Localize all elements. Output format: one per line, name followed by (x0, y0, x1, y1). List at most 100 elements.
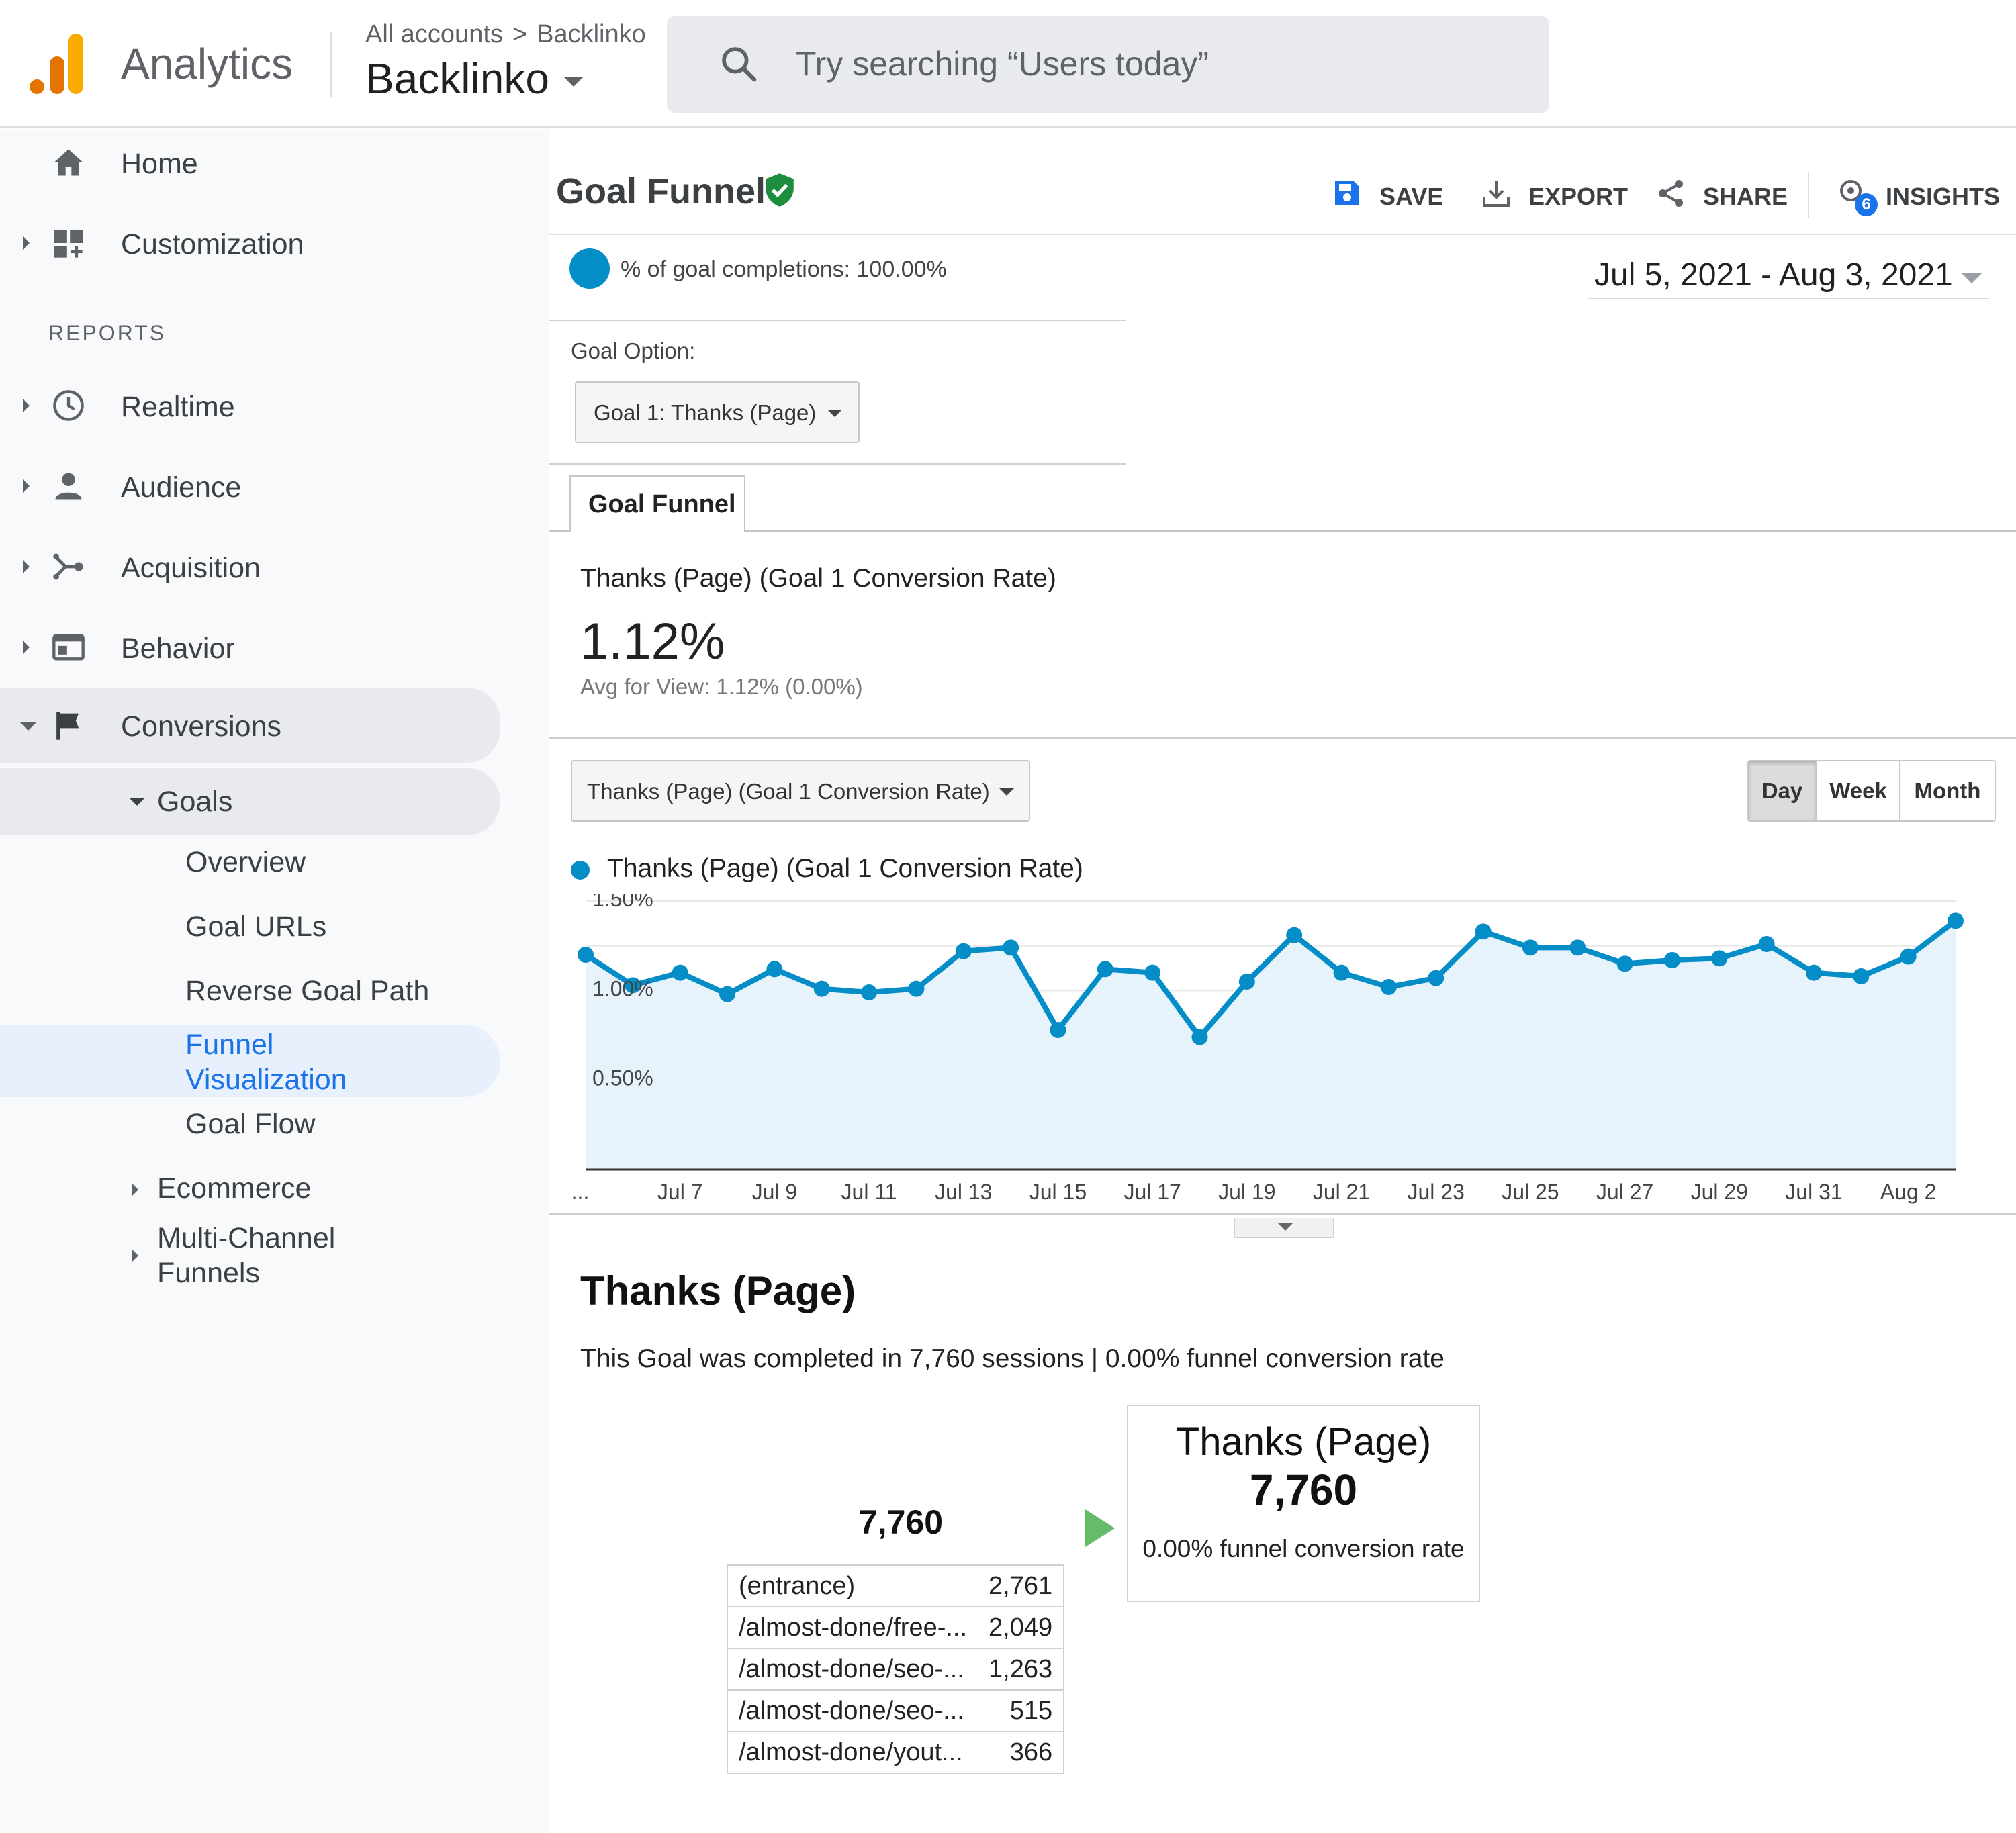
x-tick-label: Jul 21 (1313, 1180, 1370, 1204)
chevron-down-icon (827, 410, 842, 417)
metric-select[interactable]: Thanks (Page) (Goal 1 Conversion Rate) (571, 760, 1030, 822)
divider (549, 737, 2016, 739)
table-row[interactable]: /almost-done/free-... 2,049 (727, 1607, 1064, 1649)
sidebar-item-acquisition[interactable]: Acquisition (0, 533, 500, 600)
sidebar-item-home[interactable]: Home (0, 129, 500, 196)
chevron-down-icon (1278, 1223, 1293, 1231)
sidebar: Home Customization REPORTS Realtime Audi… (0, 129, 549, 1833)
export-button[interactable]: EXPORT (1480, 176, 1628, 216)
share-button[interactable]: SHARE (1655, 176, 1789, 216)
data-point (578, 947, 594, 963)
metric-value: 1.12% (580, 613, 725, 670)
sidebar-item-funnel-visualization[interactable]: Funnel Visualization (0, 1025, 500, 1097)
entry-count: 2,761 (978, 1565, 1064, 1607)
data-point (672, 964, 688, 981)
table-row[interactable]: /almost-done/yout... 366 (727, 1732, 1064, 1774)
search-icon (722, 47, 757, 82)
data-point (1428, 970, 1445, 986)
search-bar[interactable]: Try searching “Users today” (667, 16, 1549, 113)
goal-option-select[interactable]: Goal 1: Thanks (Page) (575, 381, 860, 443)
sidebar-item-audience[interactable]: Audience (0, 453, 500, 520)
date-range-picker[interactable]: Jul 5, 2021 - Aug 3, 2021 (1588, 256, 1989, 299)
share-icon (1659, 180, 1683, 207)
breadcrumb[interactable]: All accounts > Backlinko (365, 20, 646, 49)
funnel-step-box[interactable]: Thanks (Page) 7,760 0.00% funnel convers… (1127, 1405, 1480, 1602)
sidebar-item-multi-channel-funnels[interactable]: Multi-Channel Funnels (157, 1221, 335, 1290)
data-point (625, 977, 641, 994)
data-point (1144, 964, 1161, 981)
chart-collapse-handle[interactable] (1234, 1218, 1334, 1238)
data-point (955, 943, 972, 959)
funnel-step-name: Thanks (Page) (1175, 1420, 1432, 1464)
tab-active-gap (571, 530, 744, 532)
sidebar-item-goal-urls[interactable]: Goal URLs (185, 910, 327, 943)
breadcrumb-account[interactable]: All accounts (365, 20, 503, 48)
clock-icon (53, 390, 84, 421)
metric-select-value: Thanks (Page) (Goal 1 Conversion Rate) (587, 779, 990, 804)
entry-count: 1,263 (978, 1648, 1064, 1691)
chart-legend-dot (571, 861, 590, 880)
data-point (1286, 927, 1303, 943)
period-month-button[interactable]: Month (1914, 778, 1981, 803)
expand-arrow-icon (23, 641, 30, 654)
data-point (1900, 948, 1917, 965)
data-point (1711, 950, 1728, 967)
funnel-arrow-icon (1085, 1509, 1115, 1547)
sidebar-item-behavior[interactable]: Behavior (0, 614, 500, 681)
x-tick-label: Jul 19 (1218, 1180, 1275, 1204)
y-tick-label: 1.50% (592, 894, 653, 911)
dashboard-icon (54, 230, 83, 258)
period-week-button[interactable]: Week (1817, 761, 1900, 820)
x-tick-label: Jul 23 (1408, 1180, 1465, 1204)
page-title: Goal Funnel (556, 171, 766, 211)
data-point (1805, 964, 1822, 981)
sidebar-item-label: Behavior (121, 632, 235, 665)
save-button[interactable]: SAVE (1331, 176, 1445, 216)
x-tick-label: Jul 29 (1691, 1180, 1748, 1204)
acquisition-icon (53, 553, 83, 580)
table-row[interactable]: /almost-done/seo-... 515 (727, 1690, 1064, 1732)
sidebar-item-reverse-goal-path[interactable]: Reverse Goal Path (185, 975, 430, 1007)
table-row[interactable]: (entrance) 2,761 (727, 1565, 1064, 1607)
divider (549, 463, 1126, 465)
funnel-entrance-table: (entrance) 2,761 /almost-done/free-... 2,0… (727, 1564, 1065, 1774)
breadcrumb-property[interactable]: Backlinko (537, 20, 646, 48)
insights-button[interactable]: 6 INSIGHTS (1837, 176, 2000, 216)
export-label: EXPORT (1528, 183, 1629, 210)
chevron-down-icon (999, 788, 1014, 796)
data-point (1569, 939, 1586, 956)
sidebar-item-label: Audience (121, 471, 242, 504)
tab-goal-funnel[interactable]: Goal Funnel (569, 475, 745, 532)
download-icon (1483, 181, 1510, 207)
entry-page: /almost-done/seo-... (727, 1690, 978, 1732)
toolbar-divider (1808, 172, 1809, 218)
x-tick-label: Jul 11 (841, 1180, 897, 1204)
period-toggle: Day Week Month (1747, 760, 1996, 822)
sidebar-item-ecommerce[interactable]: Ecommerce (157, 1172, 312, 1205)
expand-arrow-icon (23, 560, 30, 573)
entry-page: /almost-done/yout... (727, 1732, 978, 1774)
expand-arrow-icon (132, 1183, 138, 1196)
reports-heading: REPORTS (48, 321, 167, 345)
sidebar-item-overview[interactable]: Overview (185, 846, 306, 878)
tab-label: Goal Funnel (588, 490, 736, 518)
sidebar-item-conversions[interactable]: Conversions (0, 688, 500, 763)
sidebar-item-label: Funnel Visualization (185, 1027, 347, 1097)
sidebar-item-label-line2: Funnels (157, 1257, 260, 1289)
chart-legend-label: Thanks (Page) (Goal 1 Conversion Rate) (607, 854, 1083, 883)
entry-count: 366 (978, 1732, 1064, 1774)
analytics-logo-icon[interactable] (30, 34, 83, 94)
property-selector[interactable]: Backlinko (365, 54, 583, 103)
expand-arrow-icon (132, 1249, 138, 1262)
y-tick-label: 1.00% (592, 976, 653, 1000)
sidebar-item-goals[interactable]: Goals (0, 768, 500, 835)
sidebar-item-goal-flow[interactable]: Goal Flow (185, 1108, 316, 1140)
flag-icon (56, 712, 79, 740)
tab-bar-line (549, 530, 2016, 532)
metric-name: Thanks (Page) (Goal 1 Conversion Rate) (580, 564, 1056, 593)
sidebar-item-label-line1: Multi-Channel (157, 1222, 336, 1254)
period-day-button[interactable]: Day (1749, 761, 1817, 820)
table-row[interactable]: /almost-done/seo-... 1,263 (727, 1648, 1064, 1691)
sidebar-item-realtime[interactable]: Realtime (0, 372, 500, 439)
sidebar-item-customization[interactable]: Customization (0, 209, 500, 277)
